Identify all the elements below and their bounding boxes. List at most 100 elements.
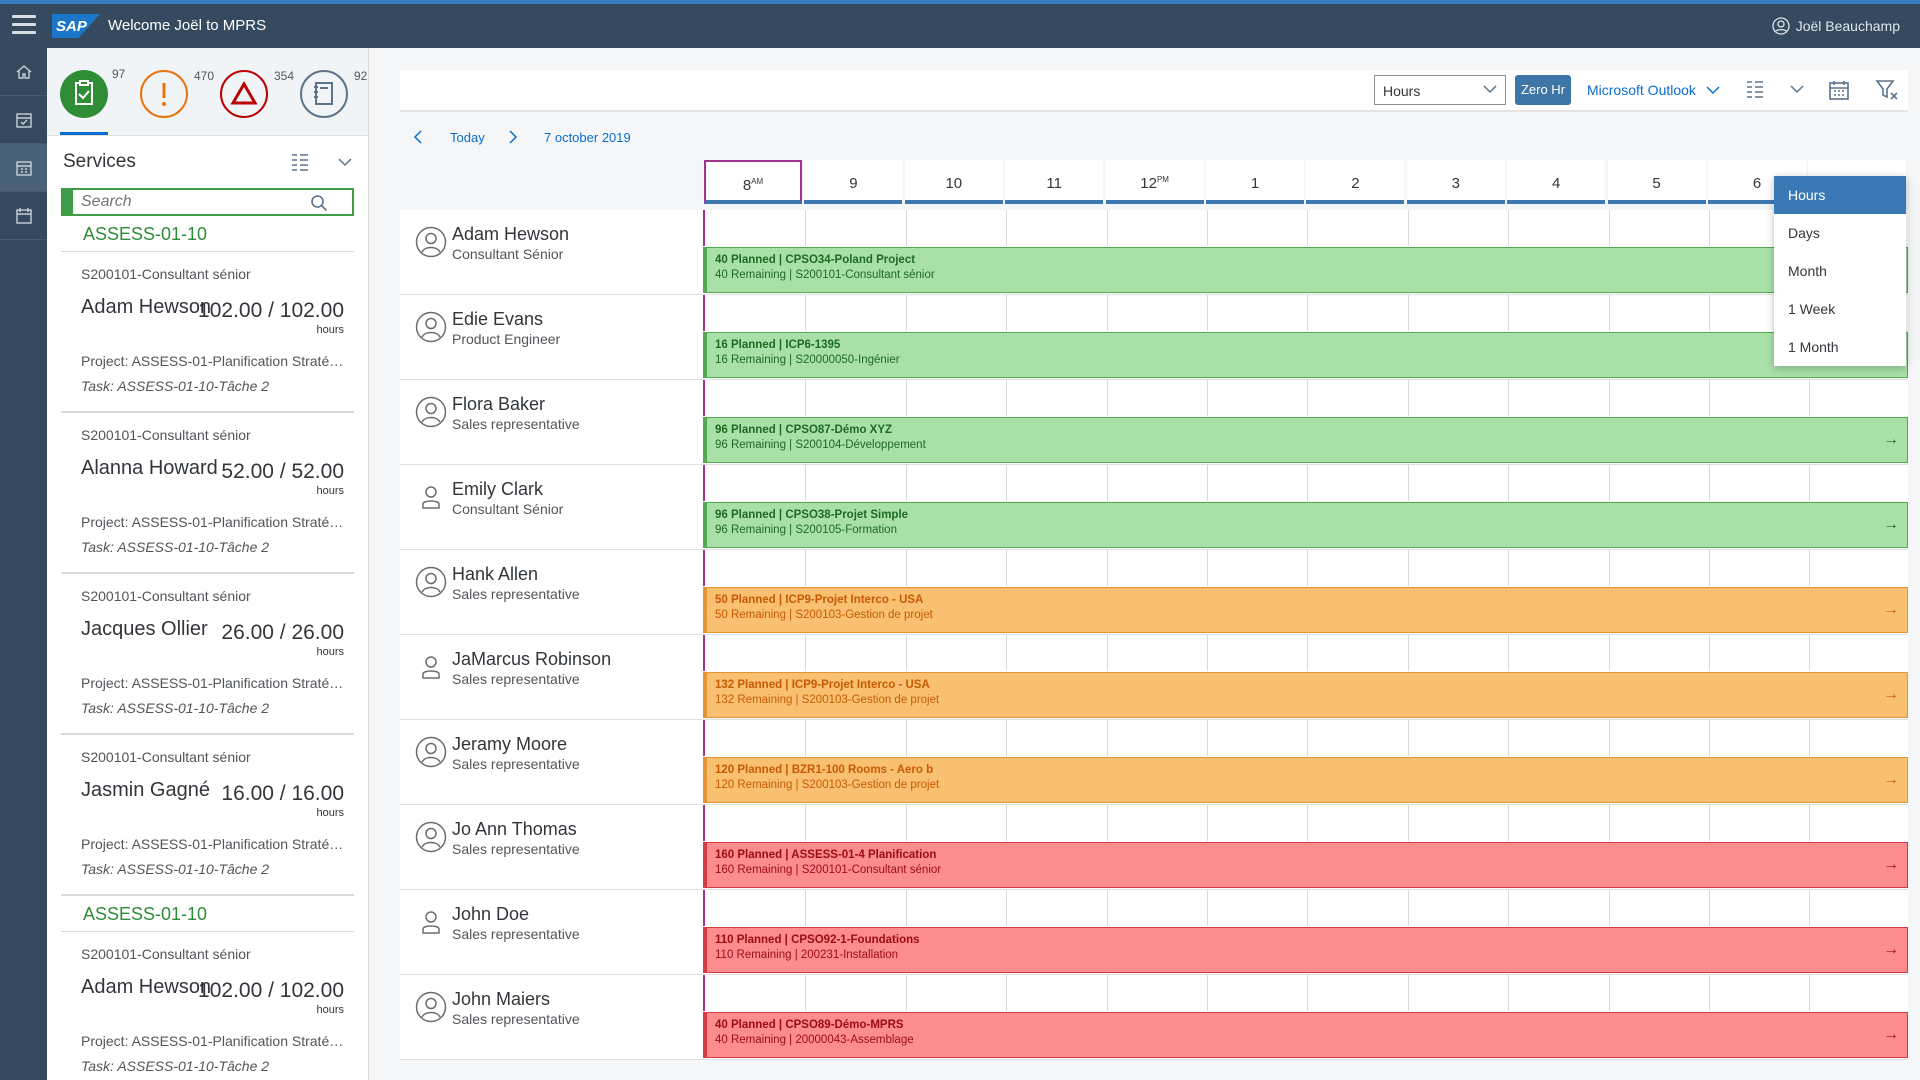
time-scale-option[interactable]: Hours (1774, 176, 1906, 214)
assignment-bar[interactable]: 40 Planned | CPSO89-Démo-MPRS 40 Remainin… (703, 1012, 1908, 1058)
arrow-right-icon[interactable]: → (1883, 771, 1899, 788)
list-view-icon[interactable] (290, 152, 310, 172)
hour-grid[interactable] (703, 380, 1908, 416)
resource-role: Sales representative (452, 1011, 580, 1027)
assignment-bar[interactable]: 160 Planned | ASSESS-01-4 Planification 1… (703, 842, 1908, 888)
hour-grid[interactable] (703, 295, 1908, 331)
time-scale-select[interactable]: Hours (1374, 75, 1506, 105)
arrow-right-icon[interactable]: → (1883, 601, 1899, 618)
kpi-alerts[interactable]: 354 (220, 69, 294, 118)
service-card[interactable]: S200101-Consultant sénior Jacques Ollier… (61, 574, 354, 735)
card-task: Task: ASSESS-01-10-Tâche 2 (81, 700, 270, 716)
hour-grid[interactable] (703, 465, 1908, 501)
kpi-notes[interactable]: 921 (300, 69, 368, 118)
assignment-remaining: 160 Remaining | S200101-Consultant sénio… (715, 864, 942, 876)
user-menu[interactable]: Joël Beauchamp (1772, 17, 1900, 35)
next-arrow-icon[interactable] (508, 130, 518, 147)
assignment-planned: 120 Planned | BZR1-100 Rooms - Aero b (715, 764, 934, 776)
time-scale-option[interactable]: 1 Week (1788, 301, 1836, 317)
group-header[interactable]: ASSESS-01-10 (61, 896, 354, 932)
card-task: Task: ASSESS-01-10-Tâche 2 (81, 861, 270, 877)
nav-planning[interactable] (0, 96, 47, 144)
card-project: Project: ASSESS-01-Planification Stratég… (81, 1033, 351, 1049)
search-input[interactable] (81, 193, 311, 211)
hour-grid[interactable] (703, 890, 1908, 926)
resource-row: John Maiers Sales representative 40 Planne… (400, 975, 1908, 1060)
clear-filter-icon[interactable] (1875, 79, 1899, 101)
card-name: Jacques Ollier (81, 618, 208, 640)
nav-home[interactable] (0, 48, 47, 96)
resource-row: Jo Ann Thomas Sales representative 160 Pla… (400, 805, 1908, 890)
warning-triangle-icon (230, 81, 258, 105)
nav-calendar[interactable] (0, 192, 47, 240)
resource-name: John Doe (452, 904, 530, 924)
hour-grid[interactable] (703, 635, 1908, 671)
prev-arrow-icon[interactable] (413, 130, 423, 147)
search-field[interactable] (61, 188, 354, 216)
current-date[interactable]: 7 october 2019 (544, 130, 631, 145)
nav-scheduler[interactable] (0, 144, 47, 192)
service-card[interactable]: S200101-Consultant sénior Alanna Howard … (61, 413, 354, 574)
service-card[interactable]: S200101-Consultant sénior Adam Hewson 10… (61, 932, 354, 1080)
service-card[interactable]: S200101-Consultant sénior Jasmin Gagné 1… (61, 735, 354, 896)
hour-column-header[interactable]: 2 (1306, 160, 1405, 204)
chevron-down-icon[interactable] (1790, 84, 1804, 94)
hour-column-header[interactable]: 5 (1607, 160, 1706, 204)
kpi-assigned[interactable]: 97 (60, 67, 125, 118)
group-header[interactable]: ASSESS-01-10 (61, 216, 354, 252)
resource-name: Flora Baker (452, 394, 546, 414)
hour-grid[interactable] (703, 720, 1908, 756)
resource-role: Consultant Sénior (452, 501, 564, 517)
card-role: S200101-Consultant sénior (81, 588, 251, 604)
hour-column-header[interactable]: 3 (1406, 160, 1505, 204)
calendar-icon[interactable] (1828, 79, 1850, 101)
chevron-down-icon[interactable] (338, 157, 352, 167)
assignment-bar[interactable]: 110 Planned | CPSO92-1-Foundations 110 Re… (703, 927, 1908, 973)
assignment-bar[interactable]: 96 Planned | CPSO87-Démo XYZ 96 Remaining… (703, 417, 1908, 463)
hour-grid[interactable] (703, 805, 1908, 841)
card-unit: hours (316, 1004, 344, 1016)
service-card[interactable]: S200101-Consultant sénior Adam Hewson 10… (61, 252, 354, 413)
zero-hr-button[interactable]: Zero Hr (1515, 75, 1571, 105)
hour-grid[interactable] (703, 210, 1908, 246)
hour-column-header[interactable]: 9 (804, 160, 903, 204)
arrow-right-icon[interactable]: → (1883, 516, 1899, 533)
assignment-bar[interactable]: 16 Planned | ICP6-1395 16 Remaining | S20… (703, 332, 1908, 378)
assignment-bar[interactable]: 96 Planned | CPSO38-Projet Simple 96 Rema… (703, 502, 1908, 548)
hour-label: 1 (1250, 175, 1260, 192)
time-scale-option[interactable]: Days (1788, 225, 1820, 241)
kpi-warnings[interactable]: 470 (140, 69, 214, 118)
resource-row: Jeramy Moore Sales representative 120 Plan… (400, 720, 1908, 805)
assignment-remaining: 40 Remaining | 20000043-Assemblage (715, 1034, 914, 1046)
hour-column-header[interactable]: 10 (904, 160, 1003, 204)
kpi-count: 354 (274, 69, 295, 83)
hour-column-header[interactable]: 4 (1507, 160, 1606, 204)
calendar-source-select[interactable]: Microsoft Outlook (1587, 82, 1720, 98)
assignment-bar[interactable]: 50 Planned | ICP9-Projet Interco - USA 50… (703, 587, 1908, 633)
assignment-bar[interactable]: 40 Planned | CPSO34-Poland Project 40 Rem… (703, 247, 1908, 293)
hour-grid[interactable] (703, 975, 1908, 1011)
hour-column-header[interactable]: 11 (1005, 160, 1104, 204)
avatar-icon (415, 226, 447, 258)
hour-column-header[interactable]: 8AM (704, 160, 802, 204)
arrow-right-icon[interactable]: → (1883, 686, 1899, 703)
menu-icon[interactable] (12, 15, 36, 35)
hour-column-header[interactable]: 1 (1206, 160, 1304, 204)
kpi-count: 470 (194, 69, 215, 83)
hour-label: 5 (1652, 175, 1661, 192)
search-icon[interactable] (310, 194, 328, 212)
arrow-right-icon[interactable]: → (1883, 431, 1899, 448)
list-view-icon[interactable] (1745, 79, 1765, 99)
assignment-bar[interactable]: 120 Planned | BZR1-100 Rooms - Aero b 120… (703, 757, 1908, 803)
arrow-right-icon[interactable]: → (1883, 941, 1899, 958)
arrow-right-icon[interactable]: → (1883, 856, 1899, 873)
resource-row: JaMarcus Robinson Sales representative 132… (400, 635, 1908, 720)
today-link[interactable]: Today (450, 130, 485, 145)
arrow-right-icon[interactable]: → (1883, 1026, 1899, 1043)
hour-column-header[interactable]: 12PM (1105, 160, 1204, 204)
time-scale-option[interactable]: 1 Month (1788, 339, 1839, 355)
hour-grid[interactable] (703, 550, 1908, 586)
assignment-bar[interactable]: 132 Planned | ICP9-Projet Interco - USA 1… (703, 672, 1908, 718)
time-scale-option[interactable]: Month (1788, 263, 1827, 279)
sap-logo[interactable]: SAP (52, 14, 100, 38)
